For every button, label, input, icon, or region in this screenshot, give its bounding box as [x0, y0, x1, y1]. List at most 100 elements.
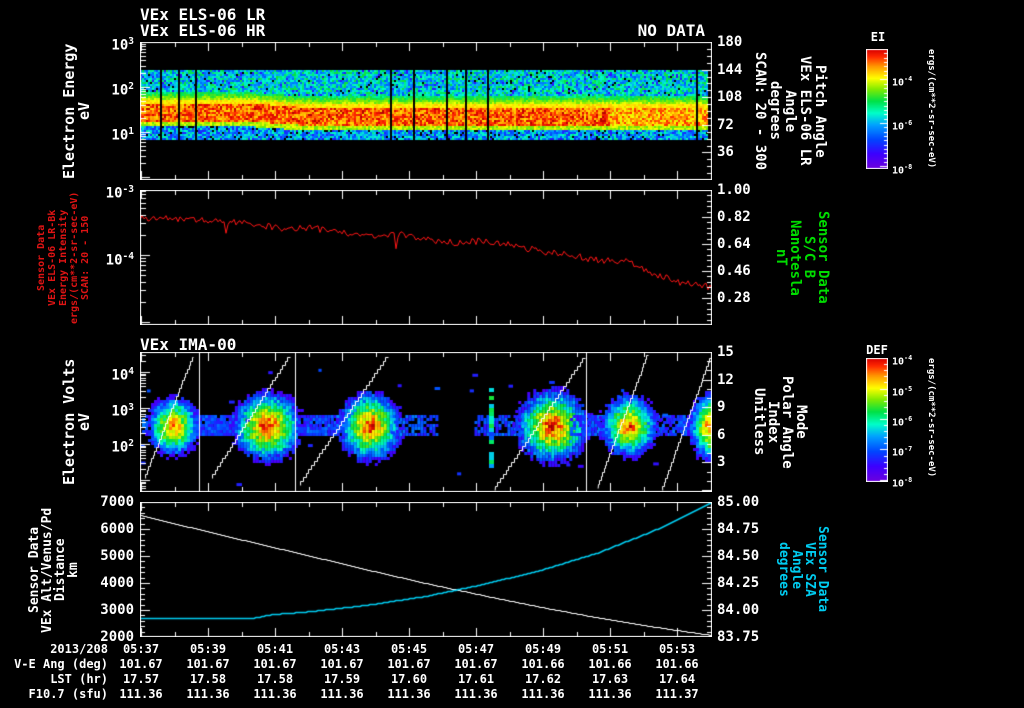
ima-right-axis-label: Mode Polar Angle Index Unitless — [751, 352, 809, 492]
tick-label: 1.00 — [717, 182, 751, 198]
tick-label: 108 — [717, 89, 743, 105]
ei-colorbar-title: EI — [870, 30, 886, 44]
axis-label-line: VEx SZA — [802, 542, 817, 597]
els-right-axis-label: Pitch Angle VEx ELS-06 LR Angle degrees SCAN… — [752, 42, 828, 180]
tick-label: 84.25 — [717, 575, 760, 591]
tick-label: 12 — [717, 372, 734, 388]
table-cell: 101.67 — [387, 657, 431, 671]
els-lr-title: VEx ELS-06 LR — [140, 5, 266, 24]
axis-label-line: Angle — [789, 549, 804, 590]
table-cell: 05:51 — [591, 642, 629, 656]
table-cell: 05:37 — [122, 642, 160, 656]
els-spectrogram-canvas — [140, 42, 712, 180]
table-cell: 101.67 — [320, 657, 364, 671]
table-cell: 17.62 — [524, 672, 562, 686]
els-left-axis-label: Electron Energy eV — [60, 36, 93, 186]
no-data-flag: NO DATA — [637, 21, 705, 40]
ephemeris-canvas — [140, 502, 712, 637]
energy-intensity-canvas — [140, 190, 712, 325]
table-cell: 17.64 — [658, 672, 696, 686]
tick-label: 10-4 — [892, 354, 913, 368]
tick-label: 10-8 — [892, 476, 913, 490]
table-cell: 05:53 — [658, 642, 696, 656]
tick-label: 3 — [717, 454, 726, 470]
tick-label: 6000 — [100, 521, 134, 537]
tick-label: 10-6 — [892, 119, 913, 133]
ei-colorbar-units: ergs/(cm**2-sr-sec-eV) — [926, 49, 936, 169]
tick-label: 84.75 — [717, 521, 760, 537]
tick-label: 84.50 — [717, 548, 760, 564]
ima-title: VEx IMA-00 — [140, 335, 237, 354]
time-axis-row: 05:37 05:39 05:41 05:43 05:45 05:47 05:49 05:51… — [0, 643, 1024, 657]
axis-label-line: Index — [765, 400, 781, 444]
def-colorbar — [866, 358, 888, 482]
axis-label-line: nT — [773, 249, 789, 266]
veang-row-label: V-E Ang (deg) — [14, 657, 108, 671]
axis-label-line: Unitless — [751, 388, 767, 456]
axis-label-line: Sensor Data — [36, 224, 47, 292]
table-cell: 05:41 — [256, 642, 294, 656]
table-cell: 17.60 — [390, 672, 428, 686]
tick-label: 102 — [111, 438, 134, 456]
tick-label: 10-7 — [892, 445, 913, 459]
axis-label-line: SCAN: 20 - 300 — [752, 51, 768, 170]
table-cell: 17.61 — [457, 672, 495, 686]
tick-label: 144 — [717, 62, 743, 78]
axis-label-line: Angle — [782, 89, 798, 133]
table-cell: 111.37 — [655, 687, 699, 701]
ephem-left-axis-label: Sensor Data VEx Alt/Venus/Pd Distance km — [27, 500, 81, 640]
tick-label: 10-4 — [105, 251, 134, 269]
tick-label: 7000 — [100, 494, 134, 510]
table-cell: 101.67 — [253, 657, 297, 671]
table-cell: 05:43 — [323, 642, 361, 656]
table-cell: 101.67 — [454, 657, 498, 671]
table-cell: 111.36 — [521, 687, 565, 701]
table-cell: 111.36 — [454, 687, 498, 701]
table-cell: 17.63 — [591, 672, 629, 686]
tick-label: 103 — [111, 36, 134, 54]
tick-label: 85.00 — [717, 494, 760, 510]
axis-label-line: S/C B — [801, 236, 817, 279]
tick-label: 5000 — [100, 548, 134, 564]
table-cell: 17.59 — [323, 672, 361, 686]
tick-label: 10-5 — [892, 385, 913, 399]
def-colorbar-title: DEF — [866, 343, 888, 357]
table-cell: 17.58 — [189, 672, 227, 686]
tick-label: 84.00 — [717, 602, 760, 618]
tick-label: 102 — [111, 81, 134, 99]
tick-label: 0.64 — [717, 236, 751, 252]
axis-label-line: Mode — [793, 405, 809, 439]
tick-label: 83.75 — [717, 629, 760, 645]
tick-label: 0.28 — [717, 290, 751, 306]
tick-label: 104 — [111, 366, 134, 384]
table-cell: 17.58 — [256, 672, 294, 686]
ima-spectrogram-canvas — [140, 352, 712, 492]
f107-value-row: 111.36 111.36 111.36 111.36 111.36 111.36 111.… — [0, 688, 1024, 702]
axis-label-line: degrees — [776, 542, 791, 597]
table-cell: 101.66 — [588, 657, 632, 671]
veang-value-row: 101.67 101.67 101.67 101.67 101.67 101.67 101.… — [0, 658, 1024, 672]
table-cell: 111.36 — [588, 687, 632, 701]
table-cell: 111.36 — [253, 687, 297, 701]
table-cell: 101.66 — [521, 657, 565, 671]
table-cell: 05:39 — [189, 642, 227, 656]
tick-label: 36 — [717, 144, 734, 160]
axis-label-line: Polar Angle — [779, 375, 795, 469]
table-cell: 101.66 — [655, 657, 699, 671]
table-cell: 111.36 — [119, 687, 163, 701]
tick-label: 2000 — [100, 629, 134, 645]
table-cell: 05:49 — [524, 642, 562, 656]
tick-label: 10-4 — [892, 75, 913, 89]
table-cell: 111.36 — [387, 687, 431, 701]
date-row-label: 2013/208 — [50, 642, 108, 656]
table-cell: 17.57 — [122, 672, 160, 686]
table-cell: 101.67 — [186, 657, 230, 671]
tick-label: 10-6 — [892, 415, 913, 429]
def-colorbar-units: ergs/(cm**2-sr-sec-eV) — [926, 358, 936, 478]
tick-label: 103 — [111, 402, 134, 420]
axis-label-line: Sensor Data — [815, 211, 831, 304]
tick-label: 180 — [717, 34, 743, 50]
els-hr-title: VEx ELS-06 HR — [140, 21, 266, 40]
tick-label: 101 — [111, 126, 134, 144]
